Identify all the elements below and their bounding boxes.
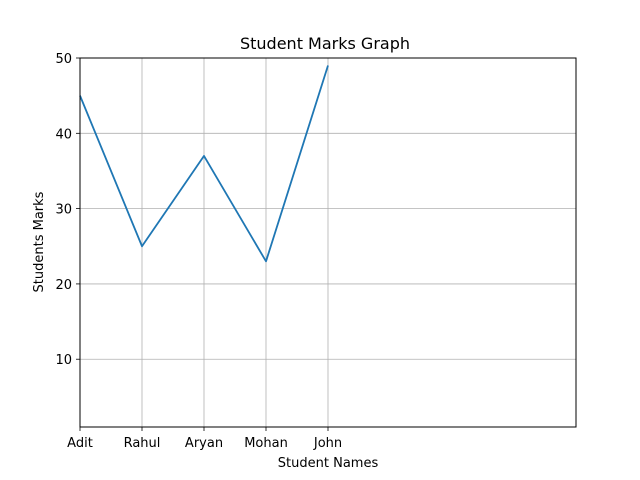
series-line (79, 65, 329, 263)
x-tick-label: Aryan (185, 436, 223, 451)
y-tick-label: 30 (55, 203, 72, 218)
chart-title: Student Marks Graph (240, 34, 410, 53)
y-tick-label: 10 (55, 353, 72, 368)
x-tick-label: John (313, 436, 342, 451)
x-axis: Adit Rahul Aryan Mohan John (67, 427, 342, 451)
y-tick-label: 50 (55, 52, 72, 67)
y-axis: 10 20 30 40 50 (55, 52, 80, 368)
y-tick-label: 40 (55, 127, 72, 142)
y-axis-label: Students Marks (32, 191, 47, 292)
x-tick-label: Mohan (244, 436, 288, 451)
x-axis-label: Student Names (278, 456, 379, 471)
plot-area (79, 65, 329, 263)
x-tick-label: Adit (67, 436, 93, 451)
y-tick-label: 20 (55, 278, 72, 293)
x-tick-label: Rahul (124, 436, 161, 451)
